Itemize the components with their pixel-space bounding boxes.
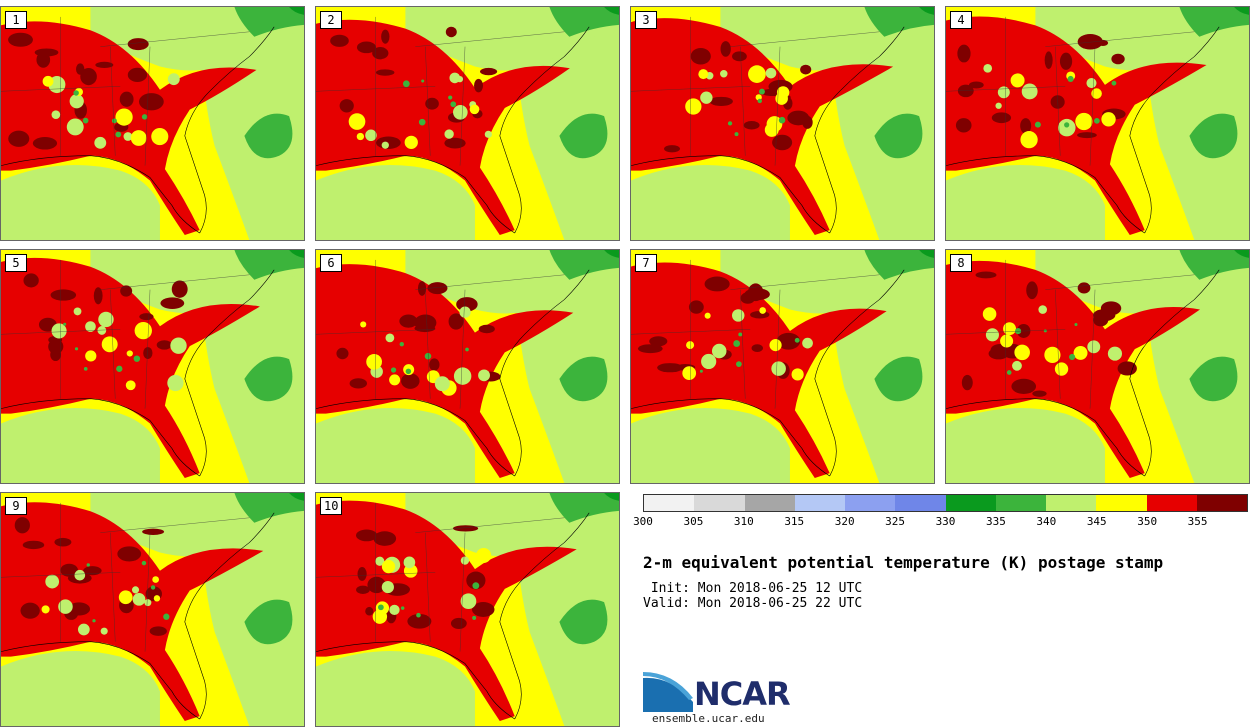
panel-number-label: 1 [5, 11, 27, 29]
colorbar [643, 494, 1248, 512]
panel-number-label: 3 [635, 11, 657, 29]
colorbar-bin-320 [845, 495, 896, 511]
map-field-7 [631, 250, 934, 483]
colorbar-tick-label: 320 [834, 515, 855, 528]
panel-number-label: 8 [950, 254, 972, 272]
colorbar-bin-345 [1096, 495, 1147, 511]
colorbar-bin-330 [945, 495, 996, 511]
map-field-6 [316, 250, 619, 483]
panel-number-label: 9 [5, 497, 27, 515]
map-panel-1: 1 [0, 6, 305, 241]
colorbar-bin-300 [644, 495, 695, 511]
colorbar-tick-label: 305 [683, 515, 704, 528]
colorbar-bin-305 [694, 495, 745, 511]
colorbar-bin-310 [744, 495, 795, 511]
colorbar-tick-label: 335 [985, 515, 1006, 528]
ensemble-url: ensemble.ucar.edu [652, 712, 765, 725]
colorbar-bin-340 [1046, 495, 1097, 511]
map-field-9 [1, 493, 304, 726]
map-panel-5: 5 [0, 249, 305, 484]
panel-number-label: 2 [320, 11, 342, 29]
colorbar-bin-325 [895, 495, 946, 511]
colorbar-tick-label: 345 [1086, 515, 1107, 528]
colorbar-bin-355 [1196, 495, 1247, 511]
ncar-logo-text: NCAR [694, 675, 791, 713]
map-panel-4: 4 [945, 6, 1250, 241]
map-field-5 [1, 250, 304, 483]
map-field-8 [946, 250, 1249, 483]
colorbar-tick-label: 315 [784, 515, 805, 528]
panel-number-label: 6 [320, 254, 342, 272]
colorbar-bin-350 [1146, 495, 1197, 511]
panel-number-label: 10 [320, 497, 343, 515]
map-panel-3: 3 [630, 6, 935, 241]
valid-time: Valid: Mon 2018-06-25 22 UTC [643, 596, 863, 611]
ncar-logo-icon [643, 672, 693, 712]
map-panel-10: 10 [315, 492, 620, 727]
map-panel-8: 8 [945, 249, 1250, 484]
map-field-4 [946, 7, 1249, 240]
panel-number-label: 5 [5, 254, 27, 272]
panel-number-label: 7 [635, 254, 657, 272]
colorbar-tick-label: 340 [1036, 515, 1057, 528]
map-panel-9: 9 [0, 492, 305, 727]
colorbar-tick-label: 355 [1187, 515, 1208, 528]
colorbar-bin-335 [995, 495, 1046, 511]
panel-number-label: 4 [950, 11, 972, 29]
map-panel-2: 2 [315, 6, 620, 241]
map-field-10 [316, 493, 619, 726]
colorbar-tick-label: 300 [633, 515, 653, 528]
colorbar-tick-label: 350 [1137, 515, 1158, 528]
colorbar-tick-labels: 300 305 310 315 320 325 330 335 340 345 350 355 [633, 515, 1248, 529]
colorbar-tick-label: 325 [885, 515, 906, 528]
init-time: Init: Mon 2018-06-25 12 UTC [643, 581, 863, 596]
map-field-2 [316, 7, 619, 240]
colorbar-tick-label: 330 [935, 515, 956, 528]
colorbar-bin-315 [794, 495, 845, 511]
map-field-3 [631, 7, 934, 240]
map-field-1 [1, 7, 304, 240]
colorbar-tick-label: 310 [733, 515, 754, 528]
map-panel-6: 6 [315, 249, 620, 484]
map-panel-7: 7 [630, 249, 935, 484]
figure-title: 2-m equivalent potential temperature (K)… [643, 553, 1164, 572]
